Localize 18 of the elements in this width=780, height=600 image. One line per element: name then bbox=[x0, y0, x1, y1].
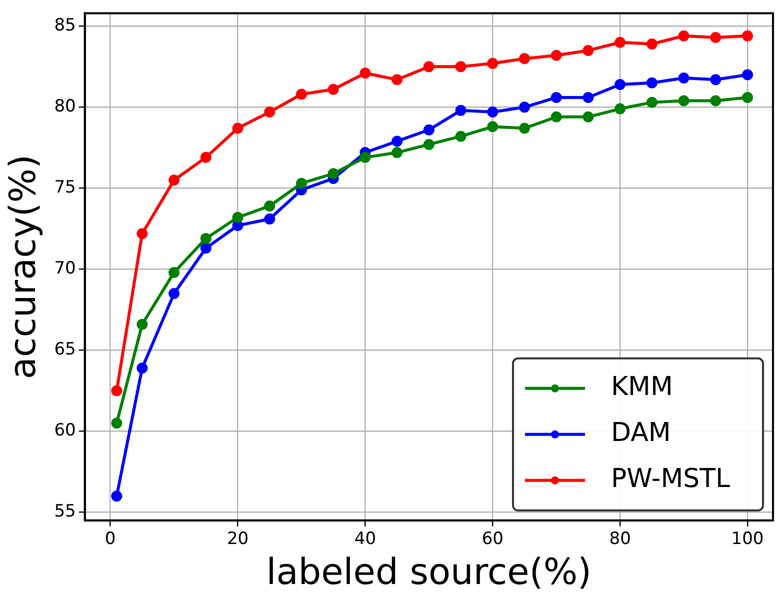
x-tick-label: 60 bbox=[482, 529, 504, 550]
x-tick-label: 20 bbox=[226, 529, 249, 550]
y-axis-title: accuracy(%) bbox=[2, 154, 44, 380]
y-tick-label: 60 bbox=[54, 420, 76, 441]
legend-label: PW-MSTL bbox=[611, 464, 731, 494]
x-tick-label: 40 bbox=[354, 529, 376, 550]
y-tick-label: 80 bbox=[54, 96, 76, 117]
legend-label: DAM bbox=[611, 418, 671, 448]
x-tick-label: 100 bbox=[731, 529, 764, 550]
y-tick-label: 75 bbox=[54, 178, 76, 198]
x-tick-label: 0 bbox=[104, 529, 116, 550]
y-tick-label: 55 bbox=[54, 502, 76, 522]
y-tick-label: 85 bbox=[54, 16, 76, 36]
y-tick-label: 70 bbox=[54, 258, 76, 279]
x-tick-label: 80 bbox=[609, 529, 631, 550]
legend-label: KMM bbox=[611, 372, 673, 402]
x-axis-title: labeled source(%) bbox=[266, 552, 592, 593]
y-tick-label: 65 bbox=[54, 340, 76, 360]
